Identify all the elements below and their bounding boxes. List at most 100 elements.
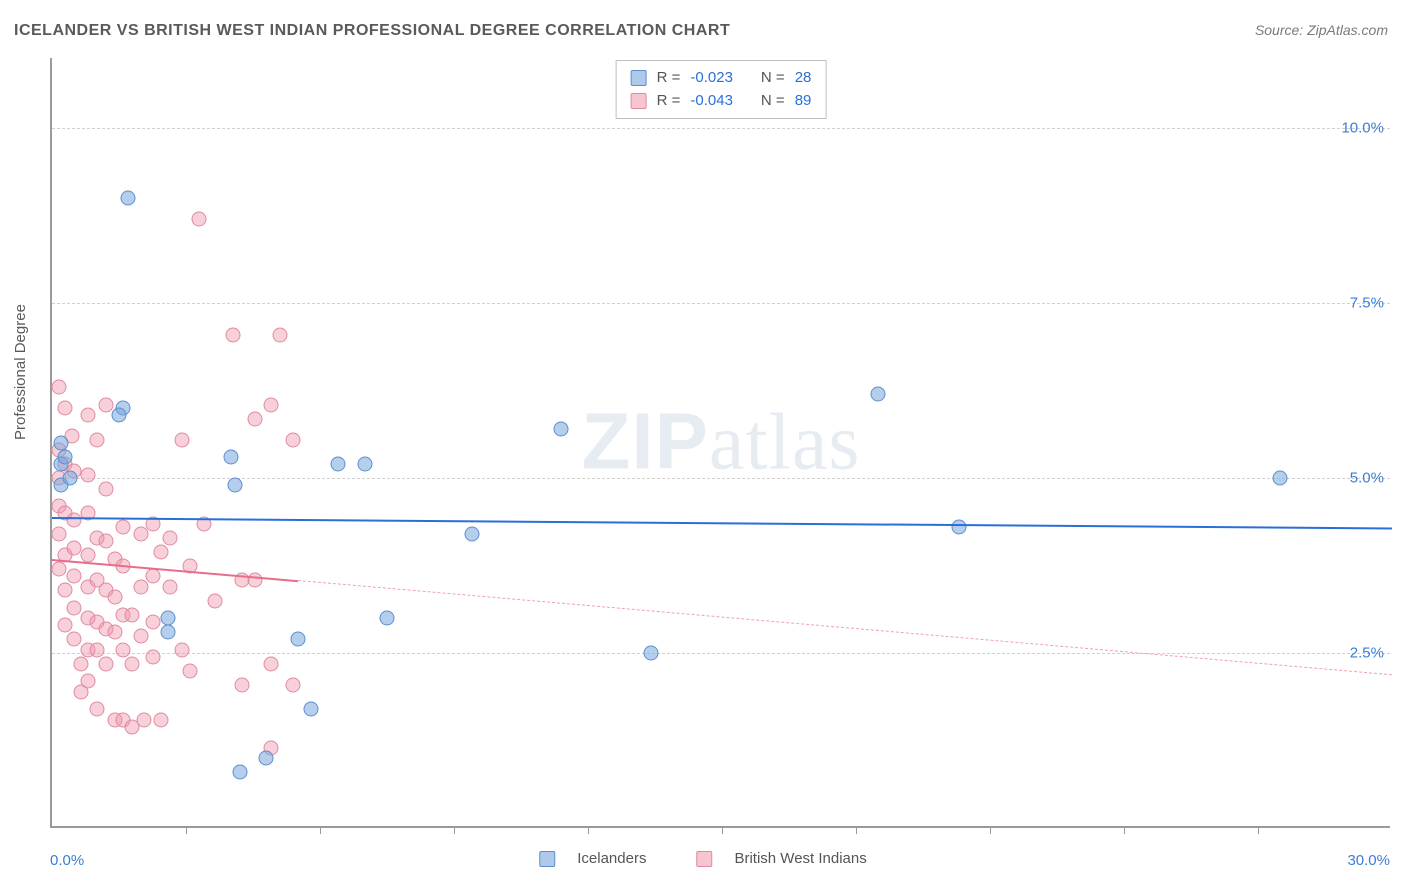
r-value-pink: -0.043 [690, 90, 733, 113]
y-tick-label: 7.5% [1350, 295, 1384, 312]
legend-swatch-pink-icon [696, 851, 712, 867]
data-point [263, 397, 278, 412]
data-point [304, 702, 319, 717]
data-point [1273, 471, 1288, 486]
n-value-blue: 28 [795, 67, 812, 90]
r-label: R = [657, 90, 681, 113]
data-point [161, 611, 176, 626]
stats-row-blue: R = -0.023 N = 28 [631, 67, 812, 90]
data-point [67, 600, 82, 615]
data-point [89, 702, 104, 717]
data-point [125, 656, 140, 671]
x-tick [320, 826, 321, 834]
r-label: R = [657, 67, 681, 90]
n-value-pink: 89 [795, 90, 812, 113]
y-axis-label: Professional Degree [12, 304, 29, 440]
data-point [80, 674, 95, 689]
gridline-h [52, 128, 1390, 129]
data-point [67, 632, 82, 647]
data-point [58, 583, 73, 598]
data-point [145, 569, 160, 584]
data-point [89, 642, 104, 657]
swatch-pink-icon [631, 93, 647, 109]
trend-line [298, 580, 1392, 675]
data-point [259, 751, 274, 766]
data-point [145, 614, 160, 629]
x-tick [722, 826, 723, 834]
data-point [380, 611, 395, 626]
data-point [286, 677, 301, 692]
stats-row-pink: R = -0.043 N = 89 [631, 90, 812, 113]
legend-label-blue: Icelanders [577, 850, 646, 867]
data-point [125, 607, 140, 622]
data-point [62, 471, 77, 486]
data-point [53, 436, 68, 451]
data-point [67, 569, 82, 584]
y-tick-label: 2.5% [1350, 645, 1384, 662]
data-point [161, 625, 176, 640]
data-point [154, 544, 169, 559]
data-point [643, 646, 658, 661]
data-point [554, 422, 569, 437]
data-point [208, 593, 223, 608]
data-point [58, 618, 73, 633]
data-point [51, 380, 66, 395]
data-point [192, 212, 207, 227]
x-tick [990, 826, 991, 834]
data-point [58, 450, 73, 465]
stats-legend-box: R = -0.023 N = 28 R = -0.043 N = 89 [616, 60, 827, 119]
data-point [98, 481, 113, 496]
data-point [357, 457, 372, 472]
data-point [98, 656, 113, 671]
data-point [223, 450, 238, 465]
data-point [330, 457, 345, 472]
data-point [112, 408, 127, 423]
x-min-label: 0.0% [50, 852, 84, 869]
legend-swatch-blue-icon [539, 851, 555, 867]
y-tick-label: 5.0% [1350, 470, 1384, 487]
legend-label-pink: British West Indians [734, 850, 866, 867]
data-point [163, 530, 178, 545]
data-point [80, 467, 95, 482]
x-tick [186, 826, 187, 834]
data-point [154, 712, 169, 727]
data-point [80, 548, 95, 563]
chart-title: ICELANDER VS BRITISH WEST INDIAN PROFESS… [14, 22, 730, 40]
data-point [163, 579, 178, 594]
chart-plot-area: ZIPatlas R = -0.023 N = 28 R = -0.043 N … [50, 58, 1390, 828]
data-point [116, 642, 131, 657]
data-point [228, 478, 243, 493]
data-point [183, 663, 198, 678]
x-max-label: 30.0% [1347, 852, 1390, 869]
y-tick-label: 10.0% [1341, 120, 1384, 137]
data-point [248, 572, 263, 587]
x-tick [454, 826, 455, 834]
data-point [98, 534, 113, 549]
data-point [51, 562, 66, 577]
x-tick [856, 826, 857, 834]
source-label: Source: ZipAtlas.com [1255, 22, 1388, 38]
data-point [134, 628, 149, 643]
data-point [225, 327, 240, 342]
data-point [116, 520, 131, 535]
watermark: ZIPatlas [581, 396, 860, 489]
data-point [58, 401, 73, 416]
data-point [286, 432, 301, 447]
data-point [51, 527, 66, 542]
gridline-h [52, 303, 1390, 304]
data-point [272, 327, 287, 342]
data-point [871, 387, 886, 402]
data-point [98, 397, 113, 412]
x-tick [1124, 826, 1125, 834]
gridline-h [52, 478, 1390, 479]
r-value-blue: -0.023 [690, 67, 733, 90]
data-point [145, 649, 160, 664]
data-point [232, 765, 247, 780]
data-point [107, 590, 122, 605]
swatch-blue-icon [631, 70, 647, 86]
data-point [107, 625, 122, 640]
data-point [89, 432, 104, 447]
data-point [120, 191, 135, 206]
data-point [174, 642, 189, 657]
data-point [174, 432, 189, 447]
